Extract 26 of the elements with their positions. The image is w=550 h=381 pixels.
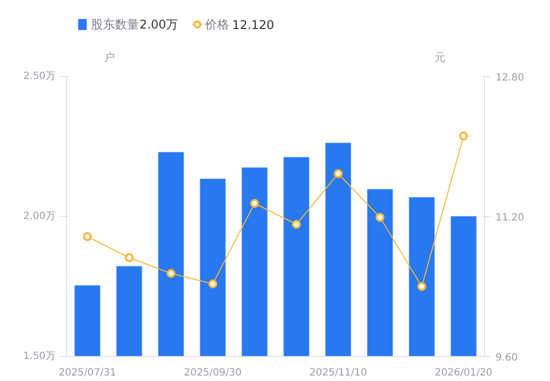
y2-tick-label: 11.20	[496, 212, 524, 224]
point	[250, 198, 260, 208]
point	[124, 253, 134, 262]
y-tick-label: 1.50万	[23, 351, 56, 362]
point	[166, 268, 176, 278]
y-tick-label: 2.00万	[23, 211, 56, 222]
legend-label: 股东数量	[90, 18, 139, 32]
point	[292, 220, 301, 229]
y2-tick-label: 9.60	[496, 352, 518, 364]
point	[334, 169, 343, 178]
x-tick-label: 2026/01/20	[434, 368, 492, 378]
point	[208, 279, 218, 288]
y2-axis-title: 元	[434, 51, 446, 64]
y2-tick-label: 12.80	[496, 72, 524, 84]
x-tick-label: 2025/09/30	[184, 368, 242, 378]
y-tick-label: 2.50万	[23, 71, 56, 82]
point	[459, 132, 468, 140]
text: 12.120	[232, 18, 274, 32]
point	[82, 232, 92, 242]
legend-label: 价格	[204, 18, 229, 32]
x-tick-label: 2025/11/10	[309, 368, 368, 378]
text: 2.00万	[139, 18, 178, 32]
point	[417, 282, 426, 291]
x-tick-label: 2025/07/31	[58, 368, 116, 378]
point	[376, 212, 384, 222]
y-axis-title: 户	[104, 51, 116, 64]
